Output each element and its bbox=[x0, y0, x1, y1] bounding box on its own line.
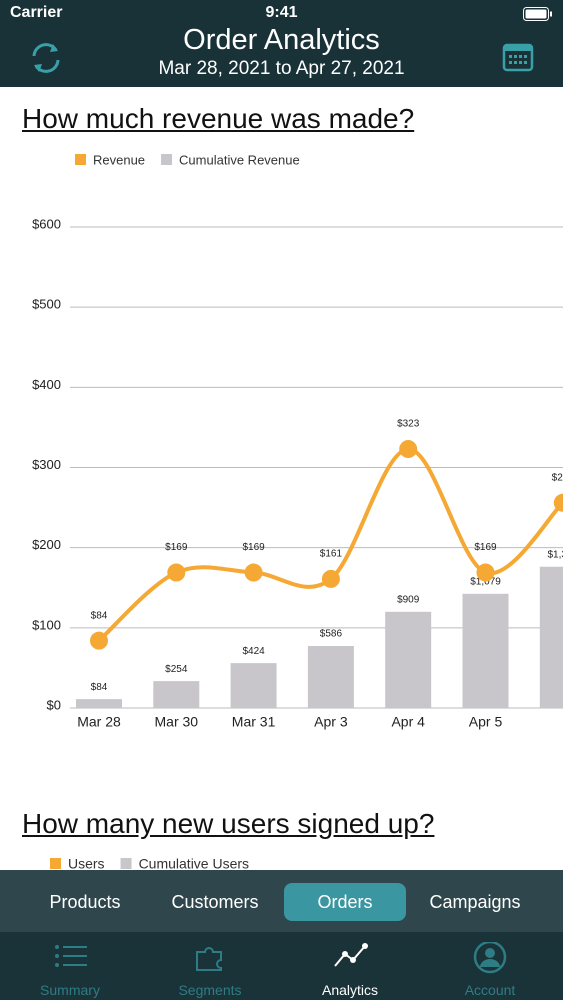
point-value-label: $161 bbox=[320, 549, 343, 560]
point bbox=[476, 563, 495, 582]
tab-label: Account bbox=[464, 982, 516, 998]
legend-swatch bbox=[50, 858, 61, 869]
point-value-label: $169 bbox=[165, 542, 188, 553]
bar-value-label: $254 bbox=[165, 664, 188, 675]
tab-icon bbox=[196, 947, 222, 971]
subtitle: Mar 28, 2021 to Apr 27, 2021 bbox=[158, 58, 405, 79]
point bbox=[321, 569, 340, 588]
legend-label: Revenue bbox=[93, 152, 145, 167]
y-tick-label: $300 bbox=[32, 457, 61, 472]
tab[interactable]: Account bbox=[420, 932, 560, 1000]
segment-button[interactable]: Products bbox=[49, 892, 121, 912]
tab-label: Segments bbox=[178, 982, 242, 998]
bar bbox=[153, 681, 200, 708]
section-heading: How many new users signed up? bbox=[22, 808, 435, 839]
point-value-label: $169 bbox=[474, 542, 497, 553]
point-value-label: $169 bbox=[242, 542, 265, 553]
bar-value-label: $909 bbox=[397, 594, 420, 605]
tab-bar: Summary Segments Analytics Account bbox=[0, 932, 563, 1000]
tab-label: Analytics bbox=[321, 982, 379, 998]
legend-label: Cumulative Revenue bbox=[179, 152, 300, 167]
tab[interactable]: Analytics bbox=[280, 932, 420, 1000]
point bbox=[244, 563, 263, 582]
bar-value-label: $1,079 bbox=[470, 576, 501, 587]
bar bbox=[76, 699, 122, 708]
x-tick-label: Apr 3 bbox=[314, 714, 348, 730]
bar-value-label: $424 bbox=[242, 646, 265, 657]
tab-icon bbox=[334, 943, 368, 967]
bar-value-label: $1,335 bbox=[548, 549, 563, 560]
legend-label: Users bbox=[68, 856, 105, 872]
bar bbox=[462, 593, 509, 708]
legend-swatch bbox=[161, 154, 173, 165]
segment-button[interactable]: Orders bbox=[284, 883, 406, 921]
bar-value-label: $586 bbox=[320, 629, 343, 640]
segment-button[interactable]: Campaigns bbox=[429, 892, 521, 912]
time: 9:41 bbox=[265, 4, 298, 21]
tab[interactable]: Summary bbox=[0, 932, 140, 1000]
bar bbox=[230, 663, 277, 708]
header: Carrier 9:41 Order Analytics Mar 28, 202… bbox=[0, 0, 563, 87]
segmented-control: Products Customers Orders Campaigns bbox=[0, 870, 563, 932]
refresh-button[interactable] bbox=[26, 38, 66, 78]
point bbox=[553, 493, 563, 512]
point bbox=[167, 563, 186, 582]
point bbox=[399, 440, 418, 459]
title: Order Analytics bbox=[183, 24, 380, 56]
point-value-label: $256 bbox=[552, 472, 563, 483]
bar bbox=[385, 611, 432, 708]
bar bbox=[307, 645, 354, 708]
legend-swatch bbox=[75, 154, 86, 165]
legend-swatch bbox=[120, 858, 132, 869]
point bbox=[90, 631, 108, 650]
y-tick-label: $100 bbox=[32, 617, 61, 632]
section-heading: How much revenue was made? bbox=[22, 103, 415, 134]
y-tick-label: $400 bbox=[32, 377, 61, 392]
y-tick-label: $600 bbox=[32, 216, 61, 231]
point-value-label: $84 bbox=[91, 610, 108, 621]
x-tick-label: Mar 30 bbox=[155, 714, 199, 730]
y-tick-label: $0 bbox=[47, 697, 61, 712]
tab-icon bbox=[473, 942, 507, 974]
bar bbox=[539, 566, 563, 708]
battery bbox=[523, 7, 552, 21]
tab-icon bbox=[55, 945, 87, 967]
x-tick-label: Apr 5 bbox=[469, 714, 503, 730]
x-tick-label: Mar 31 bbox=[232, 714, 276, 730]
carrier: Carrier bbox=[10, 4, 63, 21]
x-tick-label: Mar 28 bbox=[77, 714, 121, 730]
legend-label: Cumulative Users bbox=[139, 856, 249, 872]
bar-value-label: $84 bbox=[91, 682, 108, 693]
segment-button[interactable]: Customers bbox=[171, 892, 259, 912]
calendar-button[interactable] bbox=[502, 42, 534, 72]
tab-label: Summary bbox=[40, 982, 100, 998]
tab[interactable]: Segments bbox=[140, 932, 280, 1000]
x-tick-label: Apr 4 bbox=[391, 714, 425, 730]
point-value-label: $323 bbox=[397, 419, 420, 430]
y-tick-label: $200 bbox=[32, 537, 61, 552]
y-tick-label: $500 bbox=[32, 297, 61, 312]
